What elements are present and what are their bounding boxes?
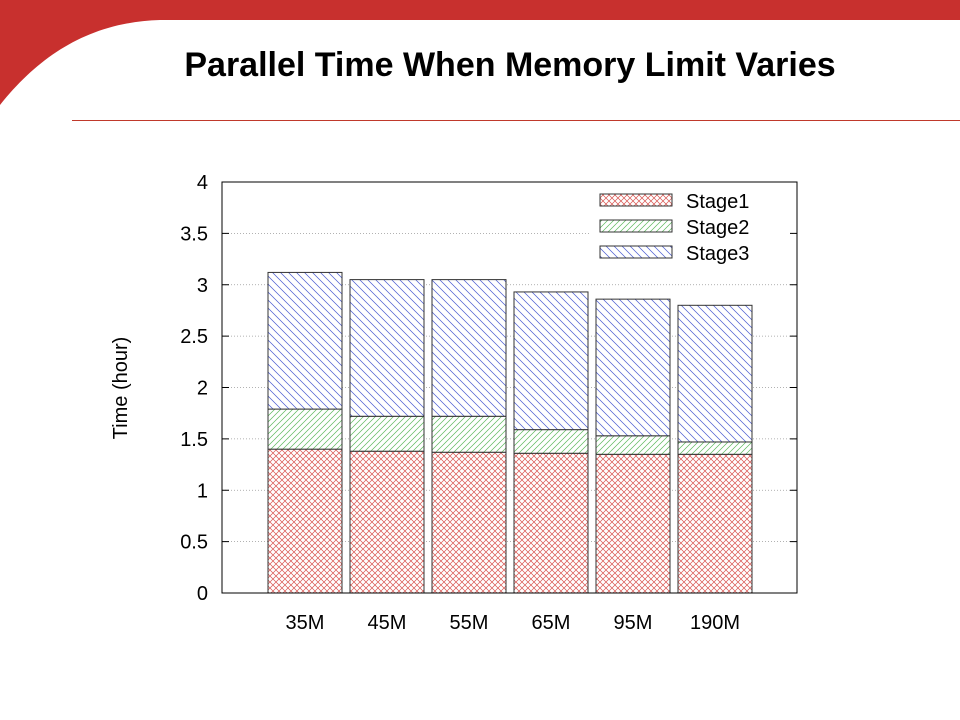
x-tick-label: 35M xyxy=(286,612,325,634)
y-tick-label: 3.5 xyxy=(180,223,208,245)
x-tick-label: 65M xyxy=(532,612,571,634)
legend-swatch-stage2 xyxy=(599,219,673,233)
x-tick-label: 55M xyxy=(450,612,489,634)
legend-label-stage1: Stage1 xyxy=(686,191,749,213)
legend-label-stage3: Stage3 xyxy=(686,243,749,265)
bar-stage3 xyxy=(267,271,343,410)
red-swoosh-shape xyxy=(0,0,960,105)
x-tick-label: 95M xyxy=(614,612,653,634)
bar-stage1 xyxy=(349,450,425,594)
legend-swatch-stage1 xyxy=(599,193,673,207)
bar-stage2 xyxy=(267,408,343,450)
bar-stage2 xyxy=(677,441,753,455)
bar-stage3 xyxy=(431,279,507,417)
bar-stage1 xyxy=(431,451,507,594)
legend-label-stage2: Stage2 xyxy=(686,217,749,239)
bar-stage1 xyxy=(595,453,671,594)
slide-header-decoration xyxy=(0,0,960,105)
bar-stage1 xyxy=(267,448,343,594)
y-axis-label: Time (hour) xyxy=(110,337,132,440)
title-divider xyxy=(72,120,960,121)
y-tick-label: 0.5 xyxy=(180,532,208,554)
x-tick-label: 45M xyxy=(368,612,407,634)
bar-stage1 xyxy=(513,452,589,594)
y-tick-label: 0 xyxy=(197,583,208,605)
bar-stage2 xyxy=(349,415,425,452)
y-tick-label: 4 xyxy=(197,172,208,194)
y-tick-label: 1 xyxy=(197,480,208,502)
legend-swatch-stage3 xyxy=(599,245,673,259)
x-tick-label: 190M xyxy=(690,612,740,634)
bar-stage3 xyxy=(513,291,589,431)
y-tick-label: 3 xyxy=(197,275,208,297)
bar-stage2 xyxy=(513,429,589,454)
bar-stage2 xyxy=(595,435,671,455)
bar-stage3 xyxy=(595,298,671,437)
y-tick-label: 2.5 xyxy=(180,326,208,348)
bar-stage2 xyxy=(431,415,507,453)
y-tick-label: 1.5 xyxy=(180,429,208,451)
bar-stage1 xyxy=(677,453,753,594)
page-title: Parallel Time When Memory Limit Varies xyxy=(184,46,836,84)
bar-stage3 xyxy=(677,304,753,443)
y-tick-label: 2 xyxy=(197,378,208,400)
bar-stage3 xyxy=(349,279,425,417)
